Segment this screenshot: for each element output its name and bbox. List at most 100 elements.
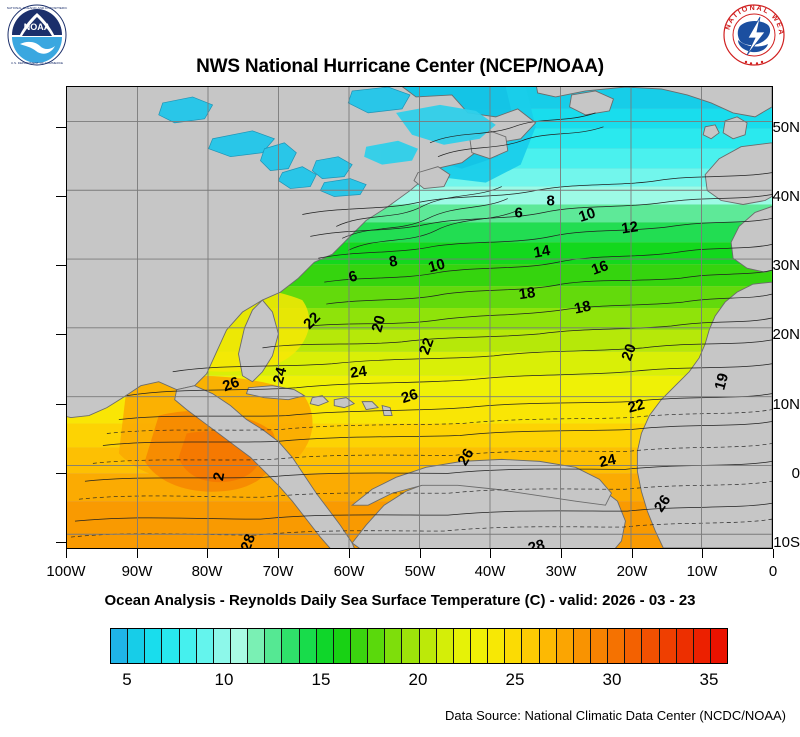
colorbar-swatches[interactable] <box>110 628 728 664</box>
contour-label: 16 <box>589 257 610 279</box>
map-caption: Ocean Analysis - Reynolds Daily Sea Surf… <box>104 592 696 609</box>
svg-text:U.S. DEPARTMENT OF COMMERCE: U.S. DEPARTMENT OF COMMERCE <box>11 61 63 65</box>
colorbar-tick-label: 10 <box>214 670 234 689</box>
nws-logo: NATIONAL WEATHER SERVICE <box>715 0 790 70</box>
colorbar-swatch[interactable] <box>573 629 591 663</box>
x-tick-label: 40W <box>474 563 506 580</box>
colorbar-swatch[interactable] <box>230 629 249 663</box>
colorbar-swatch[interactable] <box>333 629 351 663</box>
colorbar-swatch[interactable] <box>436 629 454 663</box>
colorbar-swatch[interactable] <box>419 629 437 663</box>
colorbar-swatch[interactable] <box>282 629 300 663</box>
colorbar-swatch[interactable] <box>299 629 317 663</box>
contour-label: 26 <box>454 446 477 469</box>
great-lakes <box>158 87 411 197</box>
contour-label: 8 <box>388 253 399 271</box>
x-tick-mark <box>490 549 491 558</box>
contour-label: 28 <box>526 536 546 548</box>
colorbar-swatch[interactable] <box>488 629 506 663</box>
contour-label: 20 <box>618 342 640 363</box>
x-tick-mark <box>420 549 421 558</box>
colorbar-swatch[interactable] <box>608 629 626 663</box>
contour-label: 26 <box>220 374 241 396</box>
x-tick-label: 90W <box>121 563 153 580</box>
colorbar-swatch[interactable] <box>402 629 420 663</box>
y-tick-mark <box>56 473 66 474</box>
data-source-note: Data Source: National Climatic Data Cent… <box>445 708 786 723</box>
colorbar-swatch[interactable] <box>556 629 574 663</box>
colorbar-legend[interactable] <box>110 628 728 664</box>
contour-label: 6 <box>515 204 523 221</box>
x-tick-mark <box>632 549 633 558</box>
contour-label: 26 <box>399 386 420 407</box>
contour-label: 24 <box>349 363 369 382</box>
y-tick-mark <box>56 265 66 266</box>
colorbar-swatch[interactable] <box>111 629 129 663</box>
colorbar-swatch[interactable] <box>179 629 197 663</box>
colorbar-swatch[interactable] <box>196 629 214 663</box>
colorbar-swatch[interactable] <box>350 629 369 663</box>
x-tick-label: 20W <box>616 563 648 580</box>
x-tick-mark <box>66 549 67 558</box>
colorbar-swatch[interactable] <box>505 629 523 663</box>
contour-label: 8 <box>546 192 554 209</box>
colorbar-swatch[interactable] <box>676 629 694 663</box>
colorbar-tick-label: 5 <box>122 670 132 689</box>
contour-label: 24 <box>598 451 618 471</box>
colorbar-swatch[interactable] <box>470 629 489 663</box>
page-title: NWS National Hurricane Center (NCEP/NOAA… <box>196 56 604 77</box>
colorbar-swatch[interactable] <box>522 629 540 663</box>
colorbar-swatch[interactable] <box>265 629 283 663</box>
x-tick-mark <box>349 549 350 558</box>
x-tick-mark <box>773 549 774 558</box>
y-tick-mark <box>56 542 66 543</box>
contour-label: 14 <box>532 242 552 262</box>
colorbar-swatch[interactable] <box>128 629 146 663</box>
colorbar-swatch[interactable] <box>145 629 163 663</box>
colorbar-swatch[interactable] <box>642 629 660 663</box>
sst-map[interactable]: 6 8 10 6 8 10 12 14 16 18 18 20 22 22 20 19 24 24 26 26 22 26… <box>66 86 773 549</box>
contour-label: 22 <box>626 396 646 417</box>
contour-label: 22 <box>416 336 438 357</box>
svg-text:NATIONAL OCEANIC AND ATMOSPHER: NATIONAL OCEANIC AND ATMOSPHERIC <box>7 6 68 10</box>
contour-label: 12 <box>620 218 639 237</box>
graticule <box>67 87 772 548</box>
y-tick-label: 20N <box>772 326 800 343</box>
colorbar-swatch[interactable] <box>385 629 403 663</box>
contour-label: 20 <box>368 314 389 334</box>
x-tick-mark <box>207 549 208 558</box>
colorbar-swatch[interactable] <box>539 629 557 663</box>
colorbar-tick-label: 30 <box>602 670 622 689</box>
colorbar-tick-label: 20 <box>408 670 428 689</box>
colorbar-swatch[interactable] <box>625 629 643 663</box>
contour-label: 28 <box>237 532 259 548</box>
x-tick-mark <box>278 549 279 558</box>
x-tick-mark <box>561 549 562 558</box>
colorbar-swatch[interactable] <box>659 629 677 663</box>
x-tick-mark <box>137 549 138 558</box>
colorbar-swatch[interactable] <box>248 629 266 663</box>
colorbar-tick-label: 15 <box>311 670 331 689</box>
contour-label: 10 <box>427 256 447 277</box>
land-masses <box>67 87 772 548</box>
colorbar-swatch[interactable] <box>453 629 471 663</box>
colorbar-swatch[interactable] <box>368 629 386 663</box>
y-tick-mark <box>56 127 66 128</box>
colorbar-swatch[interactable] <box>590 629 609 663</box>
colorbar-swatch[interactable] <box>710 629 728 663</box>
y-tick-label: 30N <box>772 257 800 274</box>
contour-label: 24 <box>270 365 291 386</box>
x-tick-label: 50W <box>404 563 436 580</box>
coastal-cool-water <box>364 104 496 165</box>
colorbar-swatch[interactable] <box>316 629 334 663</box>
colorbar-tick-label: 25 <box>505 670 525 689</box>
y-tick-label: 10N <box>772 396 800 413</box>
colorbar-tick-label: 35 <box>699 670 719 689</box>
x-tick-label: 60W <box>333 563 365 580</box>
colorbar-swatch[interactable] <box>213 629 231 663</box>
colorbar-swatch[interactable] <box>693 629 711 663</box>
colorbar-swatch[interactable] <box>162 629 180 663</box>
